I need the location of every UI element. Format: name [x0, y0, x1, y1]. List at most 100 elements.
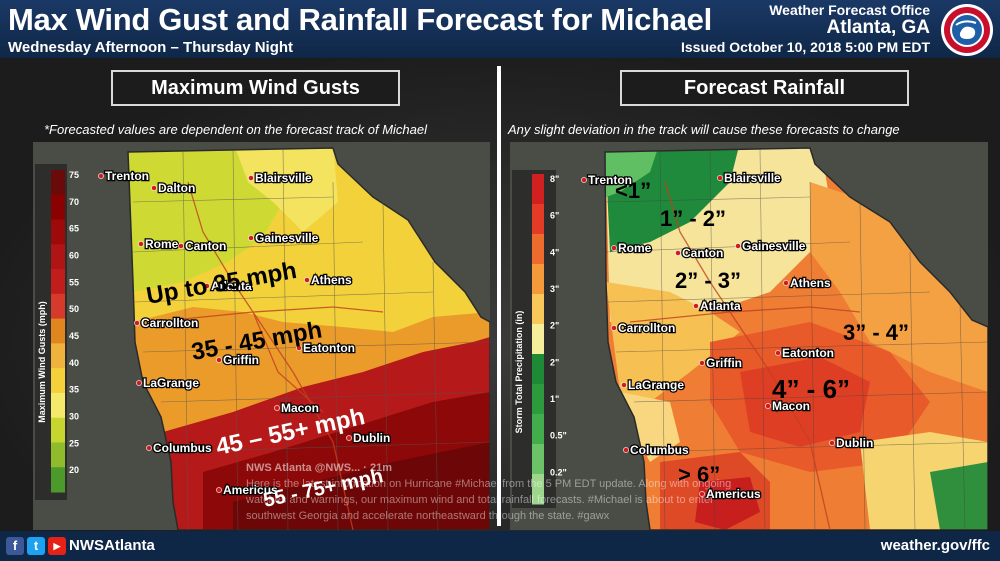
rain-city-label: Eatonton [782, 346, 834, 360]
wind-city-marker [138, 241, 144, 247]
rain-colorbar-band [532, 444, 544, 475]
rain-colorbar-tick: 0.5" [550, 431, 567, 441]
wind-city-label: Atlanta [211, 279, 252, 293]
wind-city-marker [216, 357, 222, 363]
rain-city-label: Macon [772, 399, 810, 413]
rain-label-4-6: 4” - 6” [772, 374, 850, 404]
issued-time: Issued October 10, 2018 5:00 PM EDT [681, 39, 930, 55]
wind-colorbar-tick: 20 [69, 465, 79, 475]
wind-city-marker [136, 380, 142, 386]
wind-panel-title: Maximum Wind Gusts [111, 70, 400, 106]
rain-colorbar-tick: 6" [550, 211, 559, 221]
rain-city-marker [783, 280, 789, 286]
rain-colorbar-band [532, 324, 544, 355]
rainfall-map: 8" 6" 4" 3" 2" 2" 1" 0.5" 0.2" Storm Total Preci… [510, 142, 988, 530]
footer-bar: f t ▶ NWSAtlanta weather.gov/ffc [0, 531, 1000, 561]
rain-city-label: Gainesville [742, 239, 806, 253]
forecast-period: Wednesday Afternoon – Thursday Night [8, 39, 294, 56]
wind-city-label: Columbus [153, 441, 212, 455]
rain-city-marker [699, 491, 705, 497]
rain-city-marker [611, 245, 617, 251]
rain-colorbar-tick: 0.2" [550, 467, 567, 477]
tweet-header: NWS Atlanta @NWS... · 21m [246, 462, 393, 474]
wind-colorbar-band [51, 219, 65, 245]
social-handle[interactable]: NWSAtlanta [69, 537, 155, 554]
rain-city-label: Atlanta [700, 299, 741, 313]
wind-colorbar-tick: 55 [69, 277, 79, 287]
wind-colorbar-tick: 30 [69, 412, 79, 422]
wind-colorbar-band [51, 392, 65, 419]
rain-disclaimer: Any slight deviation in the track will c… [508, 122, 900, 137]
wind-city-label: Rome [145, 237, 179, 251]
rain-label-gt6: > 6” [678, 462, 720, 487]
rain-city-label: Americus [706, 487, 761, 501]
wind-colorbar-band [51, 442, 65, 468]
wind-city-label: Americus [223, 483, 278, 497]
page-title: Max Wind Gust and Rainfall Forecast for … [8, 2, 712, 37]
wind-colorbar-tick: 25 [69, 438, 79, 448]
twitter-icon[interactable]: t [27, 537, 45, 555]
rain-city-marker [675, 250, 681, 256]
rain-colorbar-tick: 8" [550, 174, 559, 184]
rain-city-marker [829, 440, 835, 446]
wind-city-marker [146, 445, 152, 451]
wind-city-label: Macon [281, 401, 319, 415]
wind-colorbar-band [51, 368, 65, 394]
rain-city-marker [699, 360, 705, 366]
rain-label-lt1: <1” [615, 178, 651, 203]
tweet-handle: @NWS... [314, 462, 361, 474]
office-city: Atlanta, GA [826, 17, 930, 38]
website-link[interactable]: weather.gov/ffc [880, 537, 990, 554]
rain-colorbar-band [532, 354, 544, 385]
rain-city-label: Blairsville [724, 171, 781, 185]
rain-label-3-4: 3” - 4” [843, 320, 909, 345]
wind-city-label: Dublin [353, 431, 390, 445]
wind-colorbar-tick: 75 [69, 170, 79, 180]
tweet-text: Here is the latest information on Hurric… [246, 478, 732, 522]
wind-colorbar-tick: 50 [69, 304, 79, 314]
wind-colorbar-band [51, 467, 65, 493]
wind-colorbar-band [51, 244, 65, 270]
rain-city-label: Rome [618, 241, 652, 255]
rain-panel-title: Forecast Rainfall [620, 70, 909, 106]
rain-city-label: Griffin [706, 356, 742, 370]
wind-colorbar-title: Maximum Wind Gusts (mph) [37, 301, 47, 422]
rain-label-2-3: 2” - 3” [675, 268, 741, 293]
rain-city-marker [717, 175, 723, 181]
facebook-icon[interactable]: f [6, 537, 24, 555]
rain-colorbar-tick: 2" [550, 357, 559, 367]
rain-city-marker [623, 447, 629, 453]
rain-city-marker [765, 403, 771, 409]
wind-city-label: Eatonton [303, 341, 355, 355]
wind-colorbar-band [51, 343, 65, 369]
office-label: Weather Forecast Office [769, 2, 930, 18]
rain-city-marker [693, 303, 699, 309]
rain-city-label: LaGrange [628, 378, 684, 392]
rain-city-label: Carrollton [618, 321, 675, 335]
wind-city-marker [216, 487, 222, 493]
wind-city-label: Trenton [105, 169, 149, 183]
wind-colorbar-tick: 45 [69, 331, 79, 341]
rain-city-marker [775, 350, 781, 356]
rain-city-marker [611, 325, 617, 331]
rain-colorbar-band [532, 414, 544, 445]
wind-colorbar-tick: 65 [69, 224, 79, 234]
wind-colorbar-tick: 40 [69, 358, 79, 368]
rain-colorbar-band [532, 234, 544, 265]
wind-city-marker [248, 235, 254, 241]
wind-colorbar-band [51, 417, 65, 443]
youtube-icon[interactable]: ▶ [48, 537, 66, 555]
rain-label-1-2: 1” - 2” [660, 206, 726, 231]
rain-city-label: Columbus [630, 443, 689, 457]
wind-city-label: Canton [185, 239, 226, 253]
wind-city-marker [304, 277, 310, 283]
wind-city-label: Athens [311, 273, 352, 287]
wind-colorbar-tick: 60 [69, 251, 79, 261]
wind-city-label: Gainesville [255, 231, 319, 245]
wind-city-marker [151, 185, 157, 191]
wind-city-marker [204, 283, 210, 289]
wind-city-label: Dalton [158, 181, 195, 195]
wind-gust-map: 75 70 65 60 55 50 45 40 35 30 25 20 Maximum Wind Gu… [33, 142, 490, 530]
wind-colorbar-tick: 70 [69, 197, 79, 207]
rain-colorbar-tick: 4" [550, 247, 559, 257]
